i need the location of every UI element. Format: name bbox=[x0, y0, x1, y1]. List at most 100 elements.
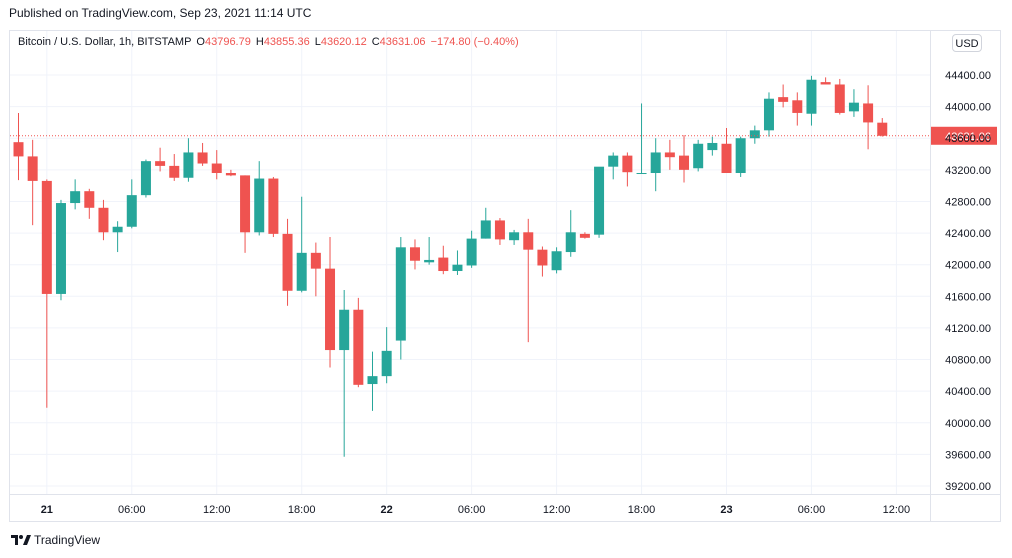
candle-body bbox=[820, 82, 831, 85]
y-tick-label: 42800.00 bbox=[945, 196, 991, 208]
candle-body bbox=[707, 142, 718, 151]
x-tick-label: 18:00 bbox=[628, 504, 656, 516]
candle-body bbox=[282, 233, 293, 291]
y-tick-label: 44000.00 bbox=[945, 102, 991, 114]
candle-body bbox=[636, 173, 647, 175]
legend-close-label: C bbox=[371, 36, 380, 48]
candle bbox=[749, 125, 760, 144]
candle bbox=[622, 152, 633, 187]
candle-body bbox=[863, 103, 874, 123]
candle bbox=[707, 136, 718, 156]
candle bbox=[721, 127, 732, 174]
candle bbox=[494, 218, 505, 245]
candle-body bbox=[409, 247, 420, 261]
candle bbox=[537, 246, 548, 277]
candle bbox=[140, 159, 151, 198]
candle-body bbox=[367, 376, 378, 385]
candle bbox=[834, 78, 845, 115]
candle bbox=[183, 138, 194, 182]
candle bbox=[339, 289, 350, 457]
last-price-line: 43631.06 bbox=[10, 126, 997, 145]
y-tick-label: 44400.00 bbox=[945, 70, 991, 82]
candle-body bbox=[650, 152, 661, 174]
candle-body bbox=[140, 161, 151, 196]
candle-body bbox=[622, 155, 633, 173]
chart-frame[interactable] bbox=[9, 30, 1001, 522]
candle bbox=[84, 188, 95, 219]
candle bbox=[13, 112, 24, 181]
candle-body bbox=[523, 232, 534, 250]
candle bbox=[70, 179, 81, 210]
x-tick-label: 12:00 bbox=[883, 504, 911, 516]
candle bbox=[409, 239, 420, 270]
legend-close-value: 43631.06 bbox=[379, 36, 426, 48]
candle bbox=[395, 237, 406, 360]
legend-open-label: O bbox=[196, 36, 205, 48]
x-tick-label: 23 bbox=[720, 504, 732, 516]
candle bbox=[254, 161, 265, 236]
time-axis[interactable]: 21 06:00 12:00 18:00 22 06:00 12:00 18:00 23 06:0… bbox=[41, 504, 910, 516]
candle-body bbox=[877, 122, 888, 136]
candle-body bbox=[98, 207, 109, 233]
y-tick-label: 42400.00 bbox=[945, 228, 991, 240]
candle-body bbox=[84, 191, 95, 208]
candle-body bbox=[735, 138, 746, 174]
candle bbox=[197, 142, 208, 166]
candle bbox=[169, 154, 180, 181]
candle bbox=[551, 247, 562, 274]
candle bbox=[693, 139, 704, 172]
y-tick-label: 43200.00 bbox=[945, 165, 991, 177]
y-tick-label: 41600.00 bbox=[945, 291, 991, 303]
candle bbox=[763, 92, 774, 137]
candle bbox=[650, 138, 661, 192]
footer-brand[interactable]: TradingView bbox=[11, 533, 100, 547]
x-tick-label: 21 bbox=[41, 504, 53, 516]
candle bbox=[282, 218, 293, 306]
currency-button[interactable]: USD bbox=[952, 34, 982, 52]
candle-body bbox=[395, 247, 406, 341]
legend-change-value: −174.80 (−0.40%) bbox=[430, 36, 519, 48]
candles bbox=[13, 75, 888, 457]
candle-body bbox=[225, 173, 236, 176]
candle-body bbox=[268, 178, 279, 234]
candle bbox=[325, 237, 336, 368]
candle-body bbox=[112, 226, 123, 233]
candle bbox=[480, 207, 491, 239]
candle-body bbox=[494, 220, 505, 240]
candle bbox=[98, 199, 109, 241]
candle bbox=[55, 199, 66, 301]
y-tick-label: 43600.00 bbox=[945, 133, 991, 145]
y-tick-label: 41200.00 bbox=[945, 323, 991, 335]
ohlc-legend: Bitcoin / U.S. Dollar, 1h, BITSTAMP O4379… bbox=[18, 36, 519, 48]
legend-open-value: 43796.79 bbox=[204, 36, 251, 48]
x-tick-label: 18:00 bbox=[288, 504, 316, 516]
footer-brand-name: TradingView bbox=[34, 533, 101, 547]
candle bbox=[664, 139, 675, 170]
price-axis[interactable]: 44400.00 44000.00 43600.00 43200.00 42800.00… bbox=[945, 70, 991, 493]
candle-body bbox=[197, 152, 208, 164]
candle bbox=[778, 84, 789, 108]
last-price-label: 43631.06 bbox=[945, 131, 991, 143]
candle bbox=[452, 250, 463, 275]
published-caption: Published on TradingView.com, Sep 23, 20… bbox=[9, 6, 312, 20]
candle-body bbox=[806, 79, 817, 114]
candle bbox=[41, 179, 52, 408]
candle bbox=[806, 75, 817, 126]
candle-body bbox=[325, 268, 336, 351]
candle-body bbox=[240, 175, 251, 233]
legend-high-value: 43855.36 bbox=[263, 36, 310, 48]
last-price-tag bbox=[931, 126, 997, 145]
candle bbox=[565, 210, 576, 257]
candle-body bbox=[339, 309, 350, 351]
candle-body bbox=[579, 233, 590, 238]
candle bbox=[240, 175, 251, 253]
candle bbox=[679, 135, 690, 183]
candle-body bbox=[41, 180, 52, 294]
candle-body bbox=[155, 161, 166, 166]
x-tick-label: 22 bbox=[381, 504, 393, 516]
candle bbox=[820, 77, 831, 85]
candle-body bbox=[679, 155, 690, 170]
x-tick-label: 06:00 bbox=[118, 504, 146, 516]
y-tick-label: 39600.00 bbox=[945, 449, 991, 461]
